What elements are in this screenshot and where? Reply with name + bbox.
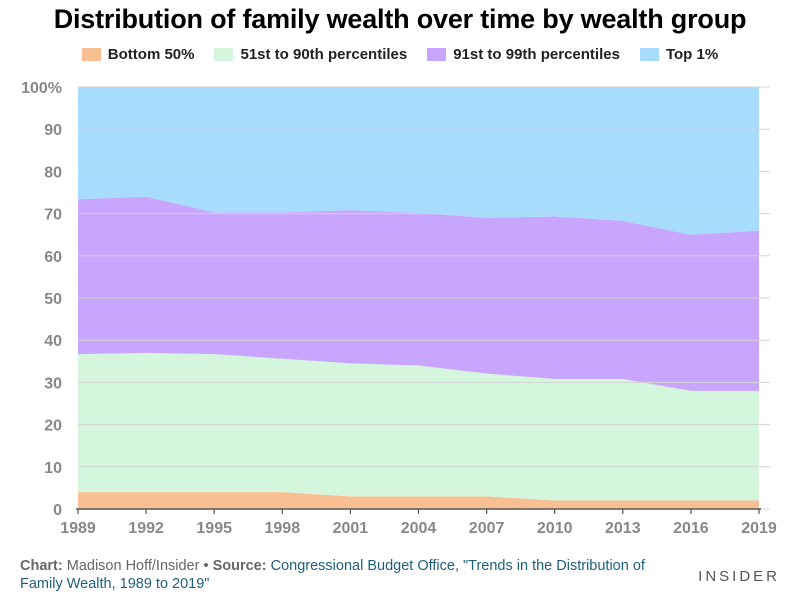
legend: Bottom 50% 51st to 90th percentiles 91st… (0, 46, 800, 63)
legend-item-top-1: Top 1% (639, 46, 719, 63)
x-tick-label: 2001 (333, 520, 369, 537)
footer-credits: Chart: Madison Hoff/Insider • Source: Co… (20, 557, 690, 593)
legend-item-bottom-50: Bottom 50% (81, 46, 195, 63)
x-tick-label: 2013 (605, 520, 641, 537)
y-tick-label: 40 (44, 333, 62, 350)
footer-bullet: • (203, 558, 209, 574)
area-51st-to-90th-percentiles (78, 352, 759, 501)
x-tick-label: 2019 (741, 520, 777, 537)
x-tick-label: 1995 (196, 520, 232, 537)
y-tick-label: 10 (44, 460, 62, 477)
legend-item-51-90: 51st to 90th percentiles (214, 46, 407, 63)
x-tick-label: 1992 (128, 520, 164, 537)
y-tick-label: 70 (44, 207, 62, 224)
legend-swatch-top-1 (639, 48, 659, 61)
x-tick-label: 2007 (469, 520, 505, 537)
legend-swatch-91-99 (427, 48, 447, 61)
x-tick-label: 1989 (60, 520, 96, 537)
chart-title: Distribution of family wealth over time … (53, 4, 747, 34)
y-tick-label: 60 (44, 249, 62, 266)
y-tick-label: 100% (21, 80, 62, 97)
y-tick-label: 80 (44, 164, 62, 181)
y-tick-label: 90 (44, 122, 62, 139)
legend-label-91-99: 91st to 99th percentiles (453, 46, 620, 63)
area-bottom-50 (78, 492, 759, 509)
legend-item-91-99: 91st to 99th percentiles (427, 46, 620, 63)
x-tick-label: 2004 (401, 520, 437, 537)
insider-logo: INSIDER (698, 568, 780, 585)
y-tick-label: 0 (53, 502, 62, 519)
y-tick-label: 30 (44, 375, 62, 392)
x-tick-label: 2010 (537, 520, 573, 537)
area-top-1 (78, 87, 759, 235)
legend-label-51-90: 51st to 90th percentiles (240, 46, 408, 63)
legend-label-bottom-50: Bottom 50% (107, 46, 195, 63)
y-tick-label: 20 (44, 418, 62, 435)
x-tick-label: 1998 (265, 520, 301, 537)
legend-swatch-51-90 (214, 48, 234, 61)
legend-label-top-1: Top 1% (665, 46, 719, 63)
footer-chart-label: Chart: (20, 558, 63, 574)
footer-source-label: Source: (212, 558, 267, 574)
footer-author: Madison Hoff/Insider (66, 558, 200, 574)
footer-source: Congressional Budget Office, "Trends in … (20, 558, 645, 592)
x-tick-label: 2016 (673, 520, 709, 537)
area-91st-to-99th-percentiles (78, 196, 759, 391)
stacked-area-chart: 0 10 20 30 40 50 60 70 80 90 100% 1989 1992 1995 1998 2… (21, 80, 777, 537)
y-tick-label: 50 (44, 291, 62, 308)
legend-swatch-bottom-50 (81, 48, 101, 61)
